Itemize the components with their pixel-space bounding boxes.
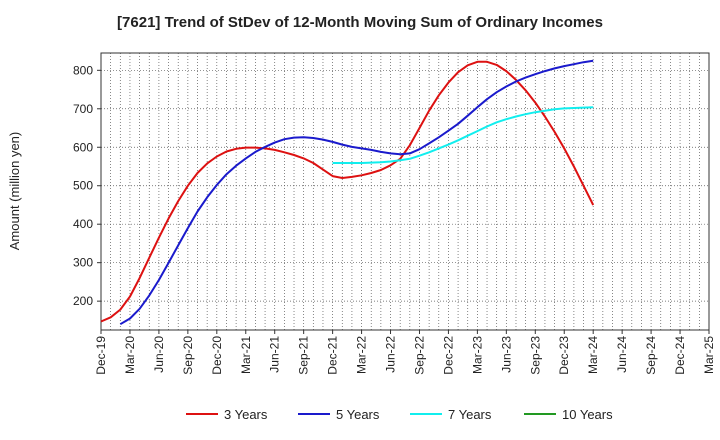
y-tick-label: 600: [73, 140, 93, 154]
x-tick-label: Sep-20: [181, 336, 195, 375]
legend: 3 Years 5 Years 7 Years 10 Years: [186, 407, 613, 422]
legend-label: 5 Years: [336, 407, 380, 422]
chart-canvas: 200 300 400 500 600 700 800 Dec-19 Mar-20 Jun-20…: [0, 0, 720, 440]
x-tick-label: Dec-24: [673, 336, 687, 375]
y-tick-label: 400: [73, 217, 93, 231]
legend-label: 10 Years: [562, 407, 613, 422]
y-tick-label: 300: [73, 256, 93, 270]
y-tick-label: 500: [73, 179, 93, 193]
plot-frame: [101, 53, 709, 330]
x-tick-label: Dec-22: [441, 336, 455, 375]
y-tick-label: 200: [73, 294, 93, 308]
x-tick-label: Mar-24: [586, 336, 600, 374]
legend-label: 7 Years: [448, 407, 492, 422]
x-tick-label: Mar-22: [355, 336, 369, 374]
x-tick-label: Dec-20: [210, 336, 224, 375]
x-tick-label: Jun-24: [615, 336, 629, 373]
y-axis-label: Amount (million yen): [7, 132, 22, 251]
series-lines: [101, 61, 593, 325]
x-tick-label: Jun-20: [152, 336, 166, 373]
y-tick-label: 800: [73, 63, 93, 77]
x-tick-label: Mar-25: [702, 336, 716, 374]
y-tick-label: 700: [73, 102, 93, 116]
series-line-3-years: [101, 62, 593, 322]
x-tick-label: Jun-21: [268, 336, 282, 373]
x-tick-label: Dec-23: [557, 336, 571, 375]
x-tick-label: Sep-21: [297, 336, 311, 375]
series-line-5-years: [120, 61, 593, 325]
x-tick-label: Mar-23: [470, 336, 484, 374]
x-tick-label: Dec-21: [326, 336, 340, 375]
grid: [101, 53, 709, 330]
series-line-7-years: [333, 107, 594, 163]
x-axis: Dec-19 Mar-20 Jun-20 Sep-20 Dec-20 Mar-21 Jun-…: [94, 330, 716, 375]
x-tick-label: Sep-22: [412, 336, 426, 375]
x-tick-label: Mar-21: [239, 336, 253, 374]
x-tick-label: Sep-23: [528, 336, 542, 375]
x-tick-label: Jun-23: [499, 336, 513, 373]
x-tick-label: Dec-19: [94, 336, 108, 375]
legend-label: 3 Years: [224, 407, 268, 422]
x-tick-label: Mar-20: [123, 336, 137, 374]
y-axis: 200 300 400 500 600 700 800: [73, 63, 101, 308]
x-tick-label: Jun-22: [384, 336, 398, 373]
x-tick-label: Sep-24: [644, 336, 658, 375]
